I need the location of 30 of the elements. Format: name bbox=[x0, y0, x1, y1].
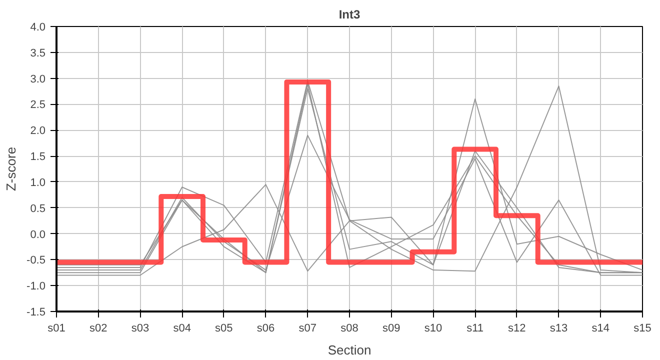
y-tick-label: -1.0 bbox=[26, 280, 46, 293]
x-tick-label: s12 bbox=[508, 322, 526, 334]
x-tick-label: s06 bbox=[256, 322, 275, 334]
y-tick-label: 3.0 bbox=[30, 73, 46, 86]
x-tick-label: s14 bbox=[592, 322, 610, 334]
x-tick-label: s03 bbox=[131, 322, 150, 334]
x-axis-title: Section bbox=[328, 342, 372, 358]
x-tick-label: s09 bbox=[382, 322, 400, 334]
y-tick-label: 2.5 bbox=[30, 99, 46, 112]
y-tick-label: -1.5 bbox=[26, 306, 46, 318]
x-tick-label: s04 bbox=[173, 322, 191, 334]
x-tick-label: s11 bbox=[466, 322, 484, 334]
y-tick-label: 0.5 bbox=[30, 202, 46, 215]
y-tick-label: 1.5 bbox=[30, 151, 46, 164]
y-tick-label: 4.0 bbox=[30, 22, 46, 34]
x-tick-label: s05 bbox=[215, 322, 233, 334]
x-tick-label: s01 bbox=[48, 322, 66, 334]
y-tick-label: -0.5 bbox=[26, 254, 46, 267]
y-axis-title: Z-score bbox=[4, 146, 19, 192]
y-tick-label: 2.0 bbox=[30, 125, 46, 138]
x-tick-label: s02 bbox=[89, 322, 108, 334]
x-tick-label: s10 bbox=[424, 322, 442, 334]
y-tick-label: 3.5 bbox=[30, 47, 46, 60]
x-tick-label: s15 bbox=[634, 322, 652, 334]
y-tick-label: 1.0 bbox=[30, 176, 46, 189]
x-tick-label: s13 bbox=[550, 322, 568, 334]
y-tick-label: 0.0 bbox=[30, 228, 46, 241]
x-tick-label: s08 bbox=[340, 322, 358, 334]
chart-title: Int3 bbox=[338, 8, 360, 22]
x-tick-label: s07 bbox=[298, 322, 317, 334]
